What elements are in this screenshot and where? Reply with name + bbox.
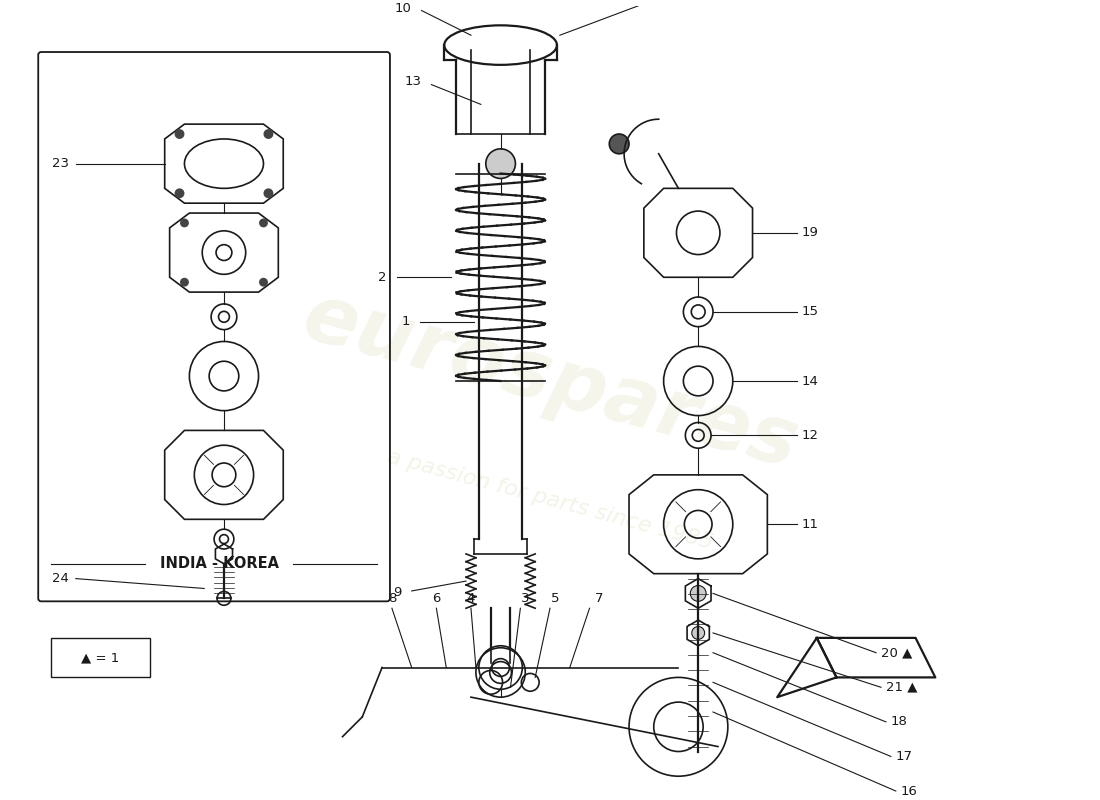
Circle shape bbox=[264, 129, 274, 139]
Text: 8: 8 bbox=[387, 592, 396, 605]
Text: 9: 9 bbox=[394, 586, 402, 599]
Circle shape bbox=[175, 129, 185, 139]
Text: 24: 24 bbox=[52, 572, 69, 585]
Circle shape bbox=[258, 278, 268, 286]
Text: 5: 5 bbox=[551, 592, 559, 605]
Circle shape bbox=[258, 218, 268, 227]
Text: 7: 7 bbox=[595, 592, 604, 605]
Circle shape bbox=[609, 134, 629, 154]
Text: 17: 17 bbox=[895, 750, 913, 763]
Text: 12: 12 bbox=[802, 429, 818, 442]
Text: eurospares: eurospares bbox=[294, 278, 806, 485]
Text: 4: 4 bbox=[466, 592, 475, 605]
Circle shape bbox=[175, 188, 185, 198]
Text: 10: 10 bbox=[395, 2, 411, 15]
Text: 18: 18 bbox=[891, 715, 908, 728]
Circle shape bbox=[691, 586, 706, 602]
Text: 19: 19 bbox=[802, 226, 818, 239]
Text: 13: 13 bbox=[405, 75, 421, 88]
Circle shape bbox=[692, 626, 705, 639]
Circle shape bbox=[180, 218, 189, 227]
Text: 6: 6 bbox=[432, 592, 441, 605]
Text: 14: 14 bbox=[802, 374, 818, 387]
Text: 16: 16 bbox=[901, 785, 917, 798]
Circle shape bbox=[486, 149, 516, 178]
Text: ▲ = 1: ▲ = 1 bbox=[81, 651, 120, 664]
Text: 23: 23 bbox=[52, 157, 69, 170]
Bar bbox=[51, 638, 150, 678]
Circle shape bbox=[180, 278, 189, 286]
Text: 21 ▲: 21 ▲ bbox=[886, 681, 917, 694]
Circle shape bbox=[264, 188, 274, 198]
Text: 15: 15 bbox=[802, 306, 818, 318]
Text: 2: 2 bbox=[378, 270, 387, 284]
Text: a passion for parts since 1985: a passion for parts since 1985 bbox=[385, 446, 715, 553]
Text: INDIA - KOREA: INDIA - KOREA bbox=[160, 556, 278, 571]
Text: 20 ▲: 20 ▲ bbox=[881, 646, 912, 659]
Text: 1: 1 bbox=[402, 315, 409, 328]
Text: 11: 11 bbox=[802, 518, 818, 530]
Text: 3: 3 bbox=[521, 592, 529, 605]
